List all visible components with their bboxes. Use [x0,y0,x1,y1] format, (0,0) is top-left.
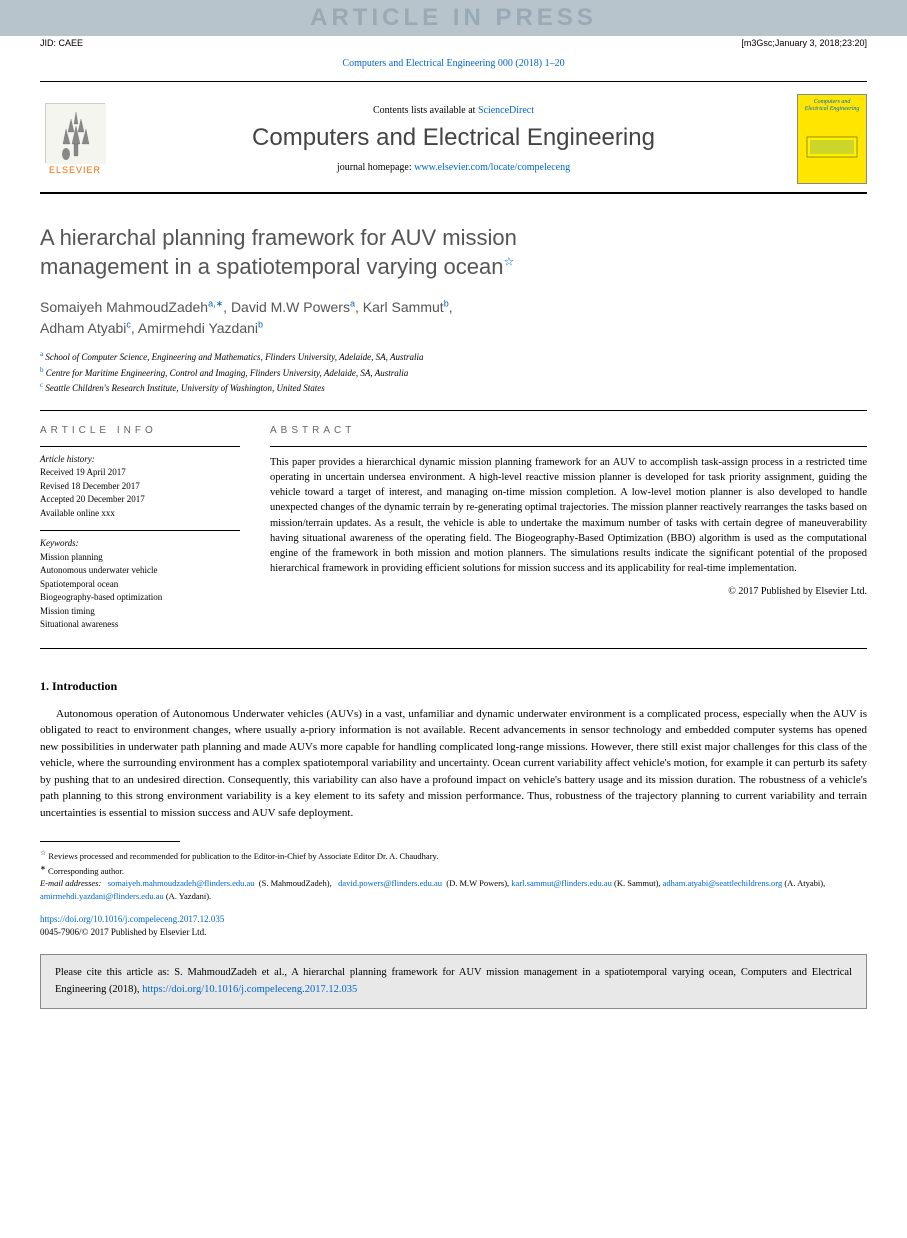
keyword-6: Situational awareness [40,618,240,632]
email-link-2[interactable]: david.powers@flinders.edu.au [338,878,442,888]
article-info-column: ARTICLE INFO Article history: Received 1… [40,425,240,642]
affiliation-b: b Centre for Maritime Engineering, Contr… [40,365,867,381]
history-label: Article history: [40,453,240,467]
abstract-heading: ABSTRACT [270,425,867,436]
jid-right: [m3Gsc;January 3, 2018;23:20] [741,38,867,48]
header-center: Contents lists available at ScienceDirec… [122,105,785,173]
introduction-paragraph: Autonomous operation of Autonomous Under… [40,706,867,822]
history-revised: Revised 18 December 2017 [40,480,240,494]
author-4: Adham Atyabic [40,320,131,336]
footnote-divider [40,841,180,842]
journal-ref-link[interactable]: Computers and Electrical Engineering 000… [342,58,564,69]
affiliation-c: c Seattle Children's Research Institute,… [40,380,867,396]
author-3: Karl Sammutb [363,299,449,315]
keyword-2: Autonomous underwater vehicle [40,564,240,578]
email-link-1[interactable]: somaiyeh.mahmoudzadeh@flinders.edu.au [108,878,255,888]
journal-title: Computers and Electrical Engineering [122,124,785,152]
homepage-link[interactable]: www.elsevier.com/locate/compeleceng [414,162,570,173]
main-content: A hierarchal planning framework for AUV … [0,224,907,940]
keywords-label: Keywords: [40,537,240,551]
journal-homepage: journal homepage: www.elsevier.com/locat… [122,162,785,173]
keyword-1: Mission planning [40,551,240,565]
email-link-4[interactable]: adham.atyabi@seattlechildrens.org [663,878,783,888]
footnote-corresponding: ∗ Corresponding author. [40,863,867,878]
history-received: Received 19 April 2017 [40,466,240,480]
footnote-review: ☆ Reviews processed and recommended for … [40,848,867,863]
elsevier-label: ELSEVIER [49,165,101,175]
history-online: Available online xxx [40,507,240,521]
article-title: A hierarchal planning framework for AUV … [40,224,867,281]
jid-left: JID: CAEE [40,38,83,48]
keywords-block: Keywords: Mission planning Autonomous un… [40,530,240,632]
homepage-prefix: journal homepage: [337,162,414,173]
abstract-column: ABSTRACT This paper provides a hierarchi… [270,425,867,642]
keyword-5: Mission timing [40,605,240,619]
info-abstract-row: ARTICLE INFO Article history: Received 1… [40,410,867,642]
journal-reference: Computers and Electrical Engineering 000… [0,50,907,77]
email-link-3[interactable]: karl.sammut@flinders.edu.au [511,878,612,888]
contents-prefix: Contents lists available at [373,105,478,116]
author-2: David M.W Powersa [231,299,355,315]
journal-header-box: ELSEVIER Contents lists available at Sci… [40,81,867,194]
affiliation-a: a School of Computer Science, Engineerin… [40,349,867,365]
article-info-heading: ARTICLE INFO [40,425,240,436]
keyword-3: Spatiotemporal ocean [40,578,240,592]
footnotes: ☆ Reviews processed and recommended for … [40,848,867,903]
journal-cover-thumbnail: Computers and Electrical Engineering [797,94,867,184]
history-accepted: Accepted 20 December 2017 [40,493,240,507]
abstract-text: This paper provides a hierarchical dynam… [270,455,867,577]
keyword-4: Biogeography-based optimization [40,591,240,605]
cover-title-text: Computers and Electrical Engineering [802,99,862,112]
authors-list: Somaiyeh MahmoudZadeha,∗, David M.W Powe… [40,297,867,339]
email-link-5[interactable]: amirmehdi.yazdani@flinders.edu.au [40,891,164,901]
jid-row: JID: CAEE [m3Gsc;January 3, 2018;23:20] [0,36,907,50]
abstract-copyright: © 2017 Published by Elsevier Ltd. [270,584,867,599]
doi-link[interactable]: https://doi.org/10.1016/j.compeleceng.20… [40,914,224,924]
contents-available: Contents lists available at ScienceDirec… [122,105,785,116]
author-1: Somaiyeh MahmoudZadeha,∗ [40,299,223,315]
elsevier-logo: ELSEVIER [40,99,110,179]
sciencedirect-link[interactable]: ScienceDirect [478,105,534,116]
cite-doi-link[interactable]: https://doi.org/10.1016/j.compeleceng.20… [142,984,357,995]
issn-copyright: 0045-7906/© 2017 Published by Elsevier L… [40,927,206,937]
title-line2: management in a spatiotemporal varying o… [40,254,504,279]
introduction-heading: 1. Introduction [40,679,867,694]
footnote-emails: E-mail addresses: somaiyeh.mahmoudzadeh@… [40,877,867,903]
title-line1: A hierarchal planning framework for AUV … [40,225,517,250]
email-label: E-mail addresses: [40,878,101,888]
author-5: Amirmehdi Yazdanib [138,320,263,336]
article-in-press-banner: ARTICLE IN PRESS [0,0,907,36]
article-history-block: Article history: Received 19 April 2017 … [40,446,240,521]
citation-box: Please cite this article as: S. MahmoudZ… [40,954,867,1010]
elsevier-tree-icon [45,103,105,163]
affiliations-list: a School of Computer Science, Engineerin… [40,349,867,396]
doi-section: https://doi.org/10.1016/j.compeleceng.20… [40,913,867,940]
title-star-icon: ☆ [504,254,515,268]
